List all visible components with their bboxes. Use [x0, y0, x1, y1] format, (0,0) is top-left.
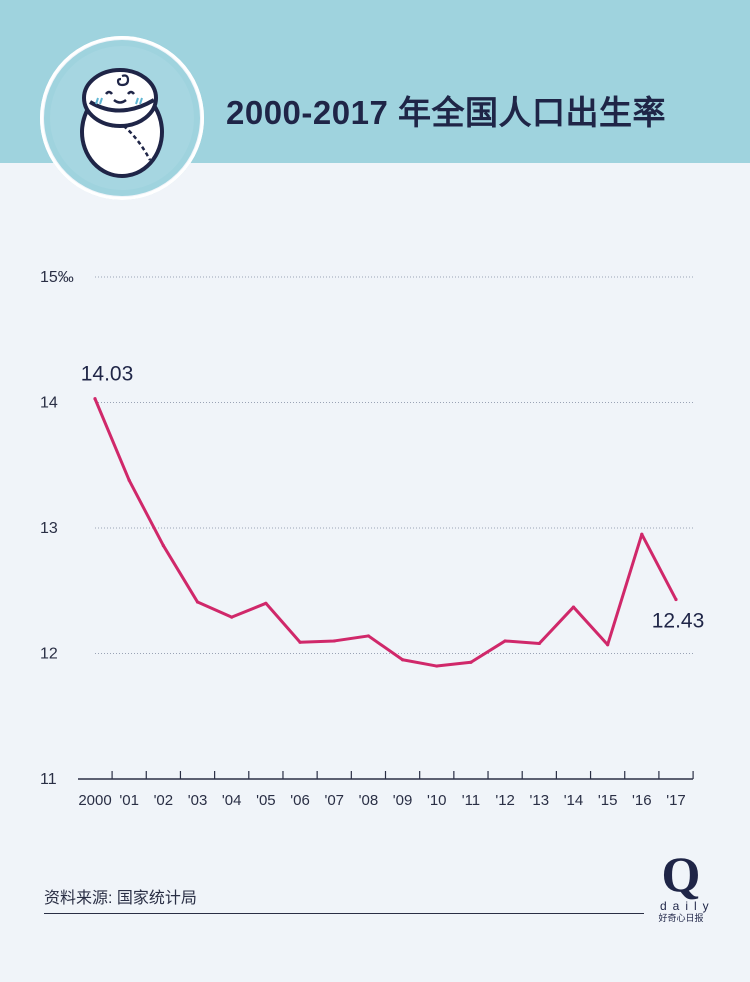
x-tick-label: '01: [119, 792, 139, 809]
data-point: [606, 643, 610, 647]
page-title: 2000-2017 年全国人口出生率: [226, 94, 666, 131]
data-point: [298, 640, 302, 644]
logo-letter: Q: [661, 846, 701, 902]
x-tick-label: '13: [530, 792, 550, 809]
x-tick-label: '07: [324, 792, 344, 809]
data-point: [469, 660, 473, 664]
logo-word: daily: [660, 899, 715, 913]
data-point: [161, 543, 165, 548]
data-point: [366, 634, 371, 638]
data-point: [195, 600, 200, 604]
y-tick-label: 15‰: [40, 269, 74, 286]
x-tick-label: '08: [359, 792, 379, 809]
data-label: 12.43: [652, 610, 705, 633]
data-label: 14.03: [81, 363, 134, 386]
x-tick-label: '14: [564, 792, 584, 809]
x-tick-label: '02: [154, 792, 174, 809]
y-tick-label: 12: [40, 646, 58, 663]
x-tick-label: '12: [495, 792, 515, 809]
data-point: [571, 605, 576, 609]
swaddled-baby-icon: [80, 68, 164, 178]
data-point: [264, 601, 268, 605]
footer-rule: [44, 913, 644, 914]
data-point: [503, 639, 507, 643]
data-point: [93, 397, 97, 401]
data-point: [332, 639, 336, 643]
data-point: [674, 597, 678, 602]
x-tick-label: '16: [632, 792, 652, 809]
x-tick-label: '09: [393, 792, 413, 809]
source-note: 资料来源: 国家统计局: [44, 890, 197, 907]
data-point: [400, 658, 405, 662]
series-line: [93, 397, 678, 668]
x-tick-label: '06: [290, 792, 310, 809]
x-tick-label: '10: [427, 792, 447, 809]
y-tick-label: 13: [40, 520, 58, 537]
x-tick-label: 2000: [78, 792, 111, 809]
x-tick-label: '17: [666, 792, 686, 809]
x-tick-label: '11: [462, 792, 480, 809]
x-tick-label: '03: [188, 792, 208, 809]
y-tick-label: 14: [40, 395, 58, 412]
logo-subtitle: 好奇心日报: [658, 913, 704, 923]
data-point: [537, 641, 541, 646]
x-tick-label: '05: [256, 792, 276, 809]
qdaily-logo[interactable]: Q daily 好奇心日报: [656, 846, 715, 938]
y-tick-label: 11: [40, 771, 57, 788]
data-point: [230, 615, 234, 619]
data-point: [435, 664, 439, 668]
badge-ring: [40, 36, 204, 200]
data-point: [640, 532, 644, 536]
data-point: [127, 478, 131, 482]
x-tick-label: '15: [598, 792, 618, 809]
x-tick-label: '04: [222, 792, 242, 809]
